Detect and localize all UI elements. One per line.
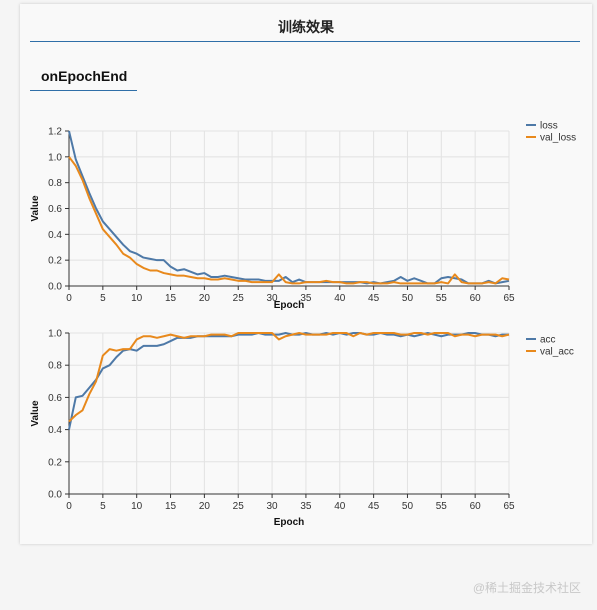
x-tick-label: 40 (334, 293, 346, 304)
x-tick-label: 55 (436, 293, 448, 304)
chart-1: 0 5 10 15 20 25 30 35 40 45 50 55 60 65 0.0 0.2 0.4 0.6 0.… (30, 121, 576, 312)
x-tick-label: 45 (368, 501, 380, 512)
y-tick-label: 1.0 (48, 329, 62, 340)
y-tick-label: 0.4 (48, 230, 62, 241)
y-tick-label: 0.8 (48, 178, 62, 189)
x-tick-label: 15 (165, 501, 177, 512)
x-axis-label: Epoch (274, 517, 305, 528)
x-axis-label: Epoch (274, 300, 305, 311)
y-axis-label: Value (30, 195, 41, 222)
x-tick-label: 50 (402, 501, 414, 512)
y-tick-label: 0.2 (48, 457, 62, 468)
y-tick-label: 0.6 (48, 393, 62, 404)
y-axis-label: Value (30, 400, 41, 427)
x-tick-label: 35 (300, 293, 312, 304)
legend-label-acc: acc (540, 335, 556, 346)
x-tick-label: 20 (199, 501, 211, 512)
section-title: onEpochEnd (41, 68, 128, 84)
y-tick-label: 0.6 (48, 204, 62, 215)
watermark: @稀土掘金技术社区 (472, 581, 581, 595)
x-tick-label: 10 (131, 501, 143, 512)
legend-label-loss: loss (540, 121, 558, 132)
y-tick-label: 0.0 (48, 490, 62, 501)
legend-label-val_loss: val_loss (540, 133, 576, 144)
x-tick-label: 20 (199, 293, 211, 304)
x-tick-label: 60 (470, 501, 482, 512)
y-tick-label: 0.4 (48, 425, 62, 436)
y-tick-label: 0.2 (48, 256, 62, 267)
title-divider (30, 41, 580, 42)
panel-title: 训练效果 (278, 19, 334, 35)
x-tick-label: 50 (402, 293, 414, 304)
x-tick-label: 25 (233, 293, 245, 304)
series-line-acc (68, 332, 509, 430)
y-tick-label: 0.8 (48, 361, 62, 372)
y-tick-label: 0.0 (48, 282, 62, 293)
x-tick-label: 30 (267, 501, 279, 512)
x-tick-label: 35 (300, 501, 312, 512)
x-tick-label: 10 (131, 293, 143, 304)
series-line-val_loss (68, 156, 510, 285)
x-tick-label: 25 (233, 501, 245, 512)
x-tick-label: 60 (470, 293, 482, 304)
y-tick-label: 1.2 (48, 127, 62, 138)
x-tick-label: 45 (368, 293, 380, 304)
x-tick-label: 40 (334, 501, 346, 512)
x-tick-label: 65 (503, 501, 515, 512)
section-divider (30, 90, 137, 91)
x-tick-label: 30 (267, 293, 279, 304)
x-tick-label: 5 (100, 293, 106, 304)
x-tick-label: 0 (66, 293, 72, 304)
x-tick-label: 65 (503, 293, 515, 304)
x-tick-label: 5 (100, 501, 106, 512)
y-tick-label: 1.0 (48, 152, 62, 163)
chart-2: 0 5 10 15 20 25 30 35 40 45 50 55 60 65 0.0 0.2 0.4 0.6 0.… (30, 329, 574, 529)
x-tick-label: 15 (165, 293, 177, 304)
series-line-val_acc (68, 332, 510, 423)
x-tick-label: 0 (66, 501, 72, 512)
x-tick-label: 55 (436, 501, 448, 512)
legend-label-val_acc: val_acc (540, 347, 574, 358)
